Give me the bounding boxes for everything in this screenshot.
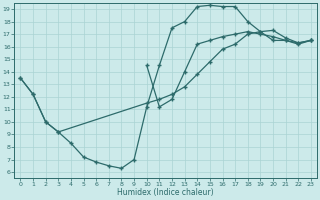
X-axis label: Humidex (Indice chaleur): Humidex (Indice chaleur) xyxy=(117,188,214,197)
